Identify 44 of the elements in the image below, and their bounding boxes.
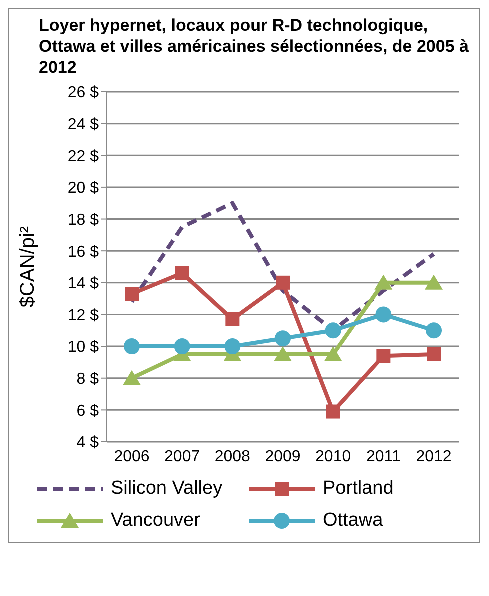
point xyxy=(326,404,340,419)
y-tick-label: 6 $ xyxy=(76,402,100,420)
point xyxy=(174,338,190,355)
point xyxy=(376,349,391,364)
x-tick-label: 2008 xyxy=(214,448,251,466)
y-tick-label: 12 $ xyxy=(68,307,100,324)
point xyxy=(374,274,393,290)
legend-label: Ottawa xyxy=(323,510,384,532)
point xyxy=(125,287,139,302)
point xyxy=(224,338,241,355)
y-tick-label: 8 $ xyxy=(76,371,100,388)
y-tick-label: 4 $ xyxy=(76,434,100,452)
y-axis-title: $CAN/pi² xyxy=(17,226,40,308)
point xyxy=(376,306,392,323)
y-tick-label: 24 $ xyxy=(68,116,100,134)
x-tick-label: 2007 xyxy=(164,448,200,466)
point xyxy=(124,338,140,355)
x-tick-label: 2006 xyxy=(114,448,150,466)
y-tick-label: 20 $ xyxy=(68,180,100,198)
x-tick-label: 2012 xyxy=(416,448,452,466)
point xyxy=(276,276,290,290)
point xyxy=(274,346,292,362)
point xyxy=(426,322,442,339)
point xyxy=(425,274,443,290)
y-tick-label: 10 $ xyxy=(68,339,100,356)
legend-label: Portland xyxy=(323,478,394,500)
y-tick-label: 26 $ xyxy=(68,84,100,102)
point xyxy=(324,346,342,362)
point xyxy=(325,322,342,339)
chart-title: Loyer hypernet, locaux pour R-D technologique, Ottawa et villes américaines sélectionnées, de 2005 à 2012 xyxy=(38,15,470,79)
y-tick-label: 18 $ xyxy=(68,212,100,229)
point xyxy=(275,330,291,347)
point xyxy=(226,312,240,326)
x-tick-label: 2009 xyxy=(265,448,301,466)
point xyxy=(175,266,190,280)
legend-label: Vancouver xyxy=(111,510,200,532)
y-tick-label: 16 $ xyxy=(68,244,100,261)
x-tick-label: 2010 xyxy=(316,448,352,466)
y-tick-label: 14 $ xyxy=(68,276,100,293)
point xyxy=(123,370,141,386)
point xyxy=(427,348,441,362)
legend-label: Silicon Valley xyxy=(111,478,223,500)
y-tick-label: 22 $ xyxy=(68,148,100,166)
x-tick-label: 2011 xyxy=(366,448,401,466)
